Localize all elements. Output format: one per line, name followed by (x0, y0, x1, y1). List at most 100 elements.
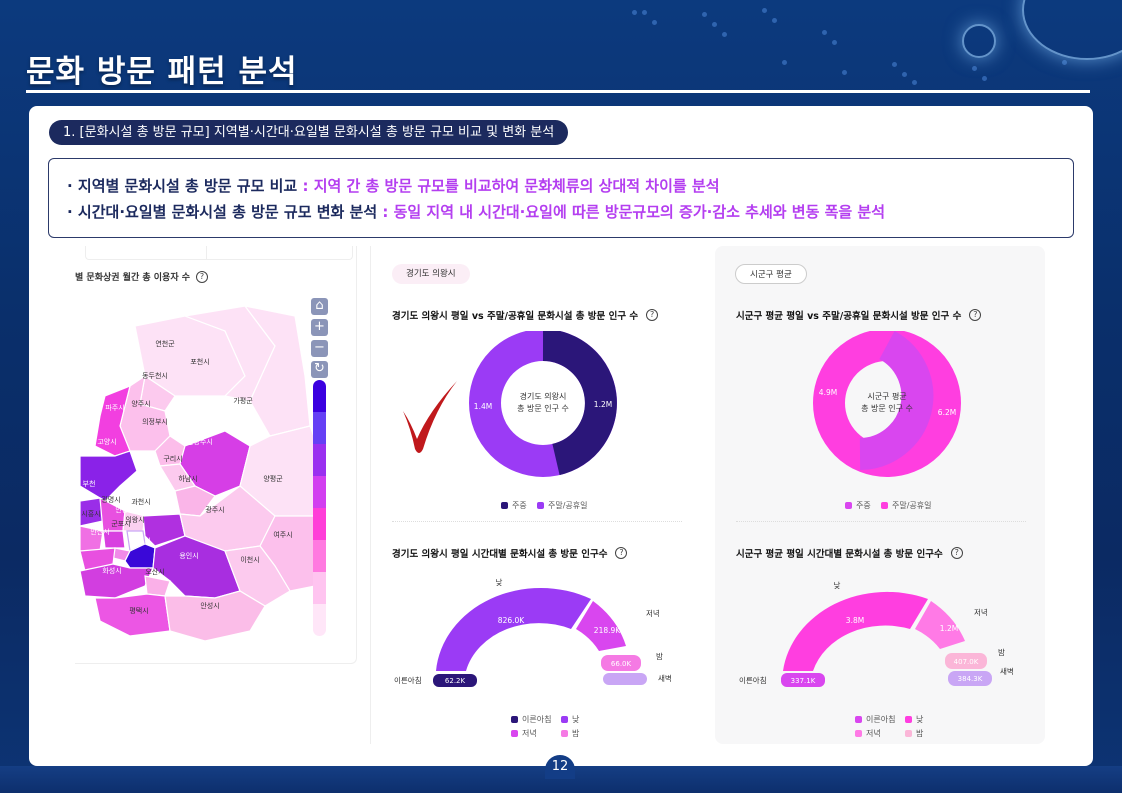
arc-legend-early[interactable]: 이른아침 (855, 714, 895, 725)
summary-line-1: · 지역별 문화시설 총 방문 규모 비교 : 지역 간 총 방문 규모를 비교… (67, 173, 1055, 199)
map-zoom-in-button[interactable]: + (311, 319, 328, 336)
arc-early[interactable] (781, 673, 825, 687)
arc-legend-day[interactable]: 낮 (561, 714, 579, 725)
svg-text:안성시: 안성시 (200, 601, 219, 610)
arc-dawn[interactable] (948, 671, 992, 686)
donut-legend-weekday[interactable]: 주중 (501, 500, 527, 511)
title-divider (26, 90, 1090, 93)
help-icon[interactable]: ? (615, 547, 628, 559)
donut-title-text: 시군구 평균 평일 vs 주말/공휴일 문화시설 방문 인구 수 (736, 311, 962, 322)
svg-text:시흥시: 시흥시 (81, 509, 100, 518)
arc-evening[interactable] (576, 601, 626, 651)
legend-swatch (313, 380, 326, 412)
svg-text:용인시: 용인시 (179, 551, 198, 560)
region-anseong[interactable] (164, 590, 266, 642)
weekend-value: 1.4M (474, 402, 492, 411)
arc-day[interactable] (783, 591, 928, 671)
content-card: 1. [문화시설 총 방문 규모] 지역별·시간대·요일별 문화시설 총 방문 … (29, 106, 1093, 766)
summary-key: · 시간대·요일별 문화시설 총 방문 규모 변화 분석 (67, 203, 383, 221)
minus-icon: − (314, 340, 325, 355)
section-heading: 1. [문화시설 총 방문 규모] 지역별·시간대·요일별 문화시설 총 방문 … (49, 120, 569, 145)
map-title-text: 별 문화상권 월간 총 이용자 수 (75, 273, 191, 283)
arc-night[interactable] (601, 655, 641, 671)
svg-text:가평군: 가평군 (233, 396, 253, 405)
region-seongnam[interactable] (142, 513, 186, 547)
region-chip[interactable]: 경기도 의왕시 (392, 264, 470, 284)
legend-swatch (313, 572, 326, 604)
donut-title: 시군구 평균 평일 vs 주말/공휴일 문화시설 방문 인구 수 ? (736, 308, 982, 322)
region-osan[interactable] (144, 575, 171, 597)
timeslot-arc-chart[interactable]: 826.0K 218.9K 66.0K 62.2K 낮 저녁 밤 새벽 이른아침 (371, 571, 696, 711)
arc-legend-early[interactable]: 이른아침 (511, 714, 551, 725)
map-zoom-out-button[interactable]: − (311, 340, 328, 357)
help-icon[interactable]: ? (969, 309, 982, 321)
donut-center-line2: 총 방문 인구 수 (517, 403, 569, 413)
summary-box: · 지역별 문화시설 총 방문 규모 비교 : 지역 간 총 방문 규모를 비교… (48, 158, 1074, 238)
arc-day[interactable] (436, 587, 591, 671)
svg-text:군포시: 군포시 (111, 520, 130, 528)
donut-center-line1: 경기도 의왕시 (520, 391, 567, 401)
weekday-value: 6.2M (938, 408, 956, 417)
region-anyang[interactable] (102, 530, 126, 549)
legend-swatch (313, 444, 326, 476)
region-pyeongtaek[interactable] (94, 593, 171, 637)
arc-night[interactable] (945, 653, 987, 669)
donut-legend-weekend[interactable]: 주말/공휴일 (881, 500, 932, 511)
evening-label: 저녁 (974, 608, 988, 617)
arc-legend-night[interactable]: 밤 (561, 728, 579, 739)
svg-text:여주시: 여주시 (273, 530, 292, 539)
legend-label: 주말/공휴일 (548, 501, 588, 510)
arc-early[interactable] (433, 674, 477, 687)
map-home-button[interactable]: ⌂ (311, 298, 328, 315)
map-color-legend (313, 380, 326, 636)
timeslot-arc-chart[interactable]: 3.8M 1.2M 407.0K 384.3K 337.1K 낮 저녁 밤 새벽… (715, 571, 1045, 711)
legend-label: 밤 (916, 729, 924, 738)
svg-text:광명시: 광명시 (101, 495, 120, 504)
svg-text:하남시: 하남시 (178, 474, 197, 483)
svg-text:양주시: 양주시 (131, 400, 150, 408)
dawn-label: 새벽 (658, 673, 672, 683)
plus-icon: + (314, 319, 325, 334)
svg-text:성남시: 성남시 (159, 503, 178, 512)
region-hanam[interactable] (174, 485, 216, 517)
map-reset-button[interactable]: ↻ (311, 361, 328, 378)
help-icon[interactable]: ? (950, 547, 963, 559)
summary-line-2: · 시간대·요일별 문화시설 총 방문 규모 변화 분석 : 동일 지역 내 시… (67, 199, 1055, 225)
arc-legend-evening[interactable]: 저녁 (855, 728, 881, 739)
weekday-weekend-donut[interactable]: 경기도 의왕시 총 방문 인구 수 1.2M 1.4M (371, 331, 696, 501)
region-chip[interactable]: 시군구 평균 (735, 264, 807, 284)
arc-evening[interactable] (915, 601, 965, 649)
region-goyang[interactable] (79, 450, 138, 502)
help-icon[interactable]: ? (196, 270, 209, 283)
svg-text:안산시: 안산시 (90, 527, 109, 536)
legend-label: 이른아침 (522, 715, 552, 724)
legend-label: 낮 (572, 715, 580, 724)
arc-legend-evening[interactable]: 저녁 (511, 728, 537, 739)
svg-text:광주시: 광주시 (205, 506, 224, 514)
legend-label: 저녁 (866, 729, 881, 738)
arc-dawn[interactable] (603, 673, 647, 685)
day-value: 3.8M (846, 616, 864, 625)
arc-legend-night[interactable]: 밤 (905, 728, 923, 739)
evening-value: 1.2M (940, 624, 958, 633)
svg-text:의왕시: 의왕시 (125, 515, 144, 524)
weekday-weekend-donut[interactable]: 시군구 평균 총 방문 인구 수 6.2M 4.9M (715, 331, 1045, 501)
day-value: 826.0K (498, 616, 525, 625)
legend-label: 주말/공휴일 (892, 501, 932, 510)
weekend-value: 4.9M (819, 388, 837, 397)
arc-legend-day[interactable]: 낮 (905, 714, 923, 725)
donut-legend-weekday[interactable]: 주중 (845, 500, 871, 511)
legend-swatch (313, 476, 326, 508)
donut-title: 경기도 의왕시 평일 vs 주말/공휴일 문화시설 총 방문 인구 수 ? (392, 308, 659, 322)
help-icon[interactable]: ? (646, 309, 659, 321)
legend-swatch (313, 412, 326, 444)
donut-legend-weekend[interactable]: 주말/공휴일 (537, 500, 588, 511)
legend-label: 주중 (512, 501, 527, 510)
legend-swatch (313, 604, 326, 636)
svg-text:고양시: 고양시 (97, 438, 116, 446)
map-panel: 별 문화상권 월간 총 이용자 수 ? (75, 246, 357, 664)
donut-center-line2: 총 방문 인구 수 (861, 403, 913, 413)
summary-key: · 지역별 문화시설 총 방문 규모 비교 (67, 177, 303, 195)
donut-title-text: 경기도 의왕시 평일 vs 주말/공휴일 문화시설 총 방문 인구 수 (392, 311, 639, 322)
choropleth-map[interactable]: 연천군 포천시 동두천시 가평군 양주시 파주시 의정부시 고양시 남양주시 구… (75, 286, 357, 666)
